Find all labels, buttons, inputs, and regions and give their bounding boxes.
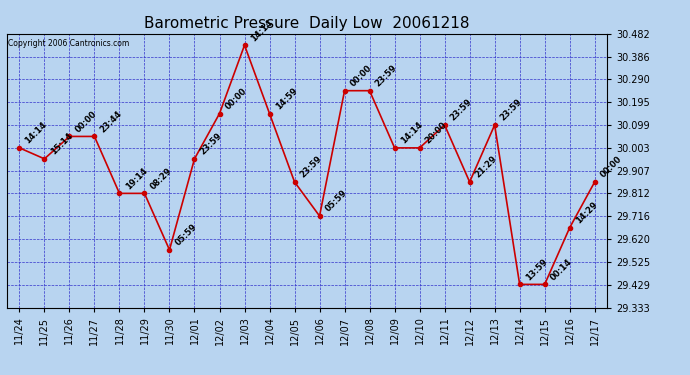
- Text: 23:44: 23:44: [99, 109, 124, 134]
- Text: 05:59: 05:59: [324, 189, 349, 214]
- Text: 20:00: 20:00: [424, 121, 449, 146]
- Text: 15:14: 15:14: [48, 131, 74, 157]
- Text: 23:59: 23:59: [299, 154, 324, 180]
- Text: 00:00: 00:00: [224, 86, 248, 111]
- Text: 00:14: 00:14: [549, 257, 574, 282]
- Text: 19:14: 19:14: [124, 166, 149, 191]
- Text: 13:59: 13:59: [524, 257, 549, 282]
- Text: 05:59: 05:59: [174, 222, 199, 248]
- Text: 23:59: 23:59: [448, 98, 474, 123]
- Title: Barometric Pressure  Daily Low  20061218: Barometric Pressure Daily Low 20061218: [144, 16, 470, 31]
- Text: 08:29: 08:29: [148, 166, 174, 191]
- Text: 23:59: 23:59: [499, 98, 524, 123]
- Text: Copyright 2006 Cantronics.com: Copyright 2006 Cantronics.com: [8, 39, 129, 48]
- Text: 00:00: 00:00: [599, 155, 624, 180]
- Text: 21:29: 21:29: [474, 154, 499, 180]
- Text: 23:59: 23:59: [199, 132, 224, 157]
- Text: 14:14: 14:14: [23, 120, 49, 146]
- Text: 14:29: 14:29: [574, 200, 599, 225]
- Text: 14:59: 14:59: [274, 86, 299, 111]
- Text: 14:14: 14:14: [399, 120, 424, 146]
- Text: 00:00: 00:00: [74, 109, 99, 134]
- Text: 14:14: 14:14: [248, 18, 274, 43]
- Text: 00:00: 00:00: [348, 63, 374, 88]
- Text: 23:59: 23:59: [374, 63, 399, 88]
